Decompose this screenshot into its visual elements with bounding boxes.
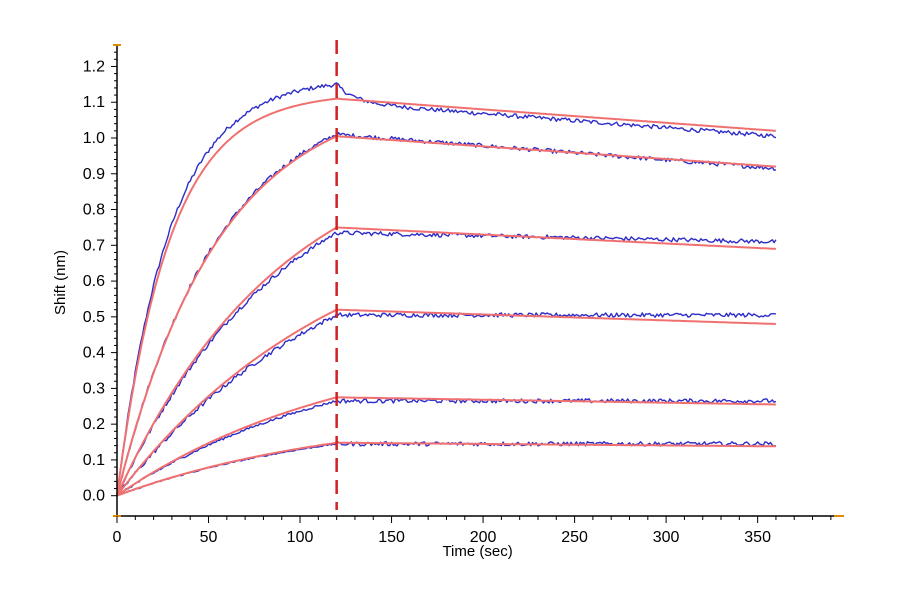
y-tick-label: 0.2 [83, 416, 105, 433]
x-tick-label: 50 [200, 529, 218, 546]
data-curve-10 [116, 441, 777, 497]
data-curve-8 [116, 398, 777, 497]
y-tick-label: 0.0 [83, 488, 105, 505]
y-tick-label: 0.7 [83, 237, 105, 254]
x-tick-label: 250 [561, 529, 588, 546]
y-tick-label: 0.8 [83, 202, 105, 219]
x-tick-label: 100 [287, 529, 314, 546]
x-tick-label: 150 [378, 529, 405, 546]
y-tick-label: 1.2 [83, 58, 105, 75]
fit-curve-11 [116, 441, 776, 497]
x-tick-label: 300 [653, 529, 680, 546]
y-tick-label: 1.0 [83, 130, 105, 147]
y-tick-label: 0.6 [83, 273, 105, 290]
fit-curve-7 [116, 308, 776, 497]
series-group [116, 82, 777, 497]
data-curve-0 [116, 82, 777, 496]
data-curve-6 [116, 312, 776, 497]
fit-curve-3 [116, 135, 776, 496]
y-tick-label: 1.1 [83, 94, 105, 111]
fit-curve-9 [116, 396, 776, 497]
fit-curve-1 [116, 97, 776, 496]
x-tick-label: 350 [744, 529, 771, 546]
x-axis-title: Time (sec) [442, 543, 512, 560]
y-axis-title: Shift (nm) [52, 250, 69, 315]
y-tick-label: 0.3 [83, 380, 105, 397]
x-tick-label: 200 [470, 529, 497, 546]
fit-curve-5 [116, 226, 776, 497]
y-tick-label: 0.4 [83, 345, 105, 362]
x-tick-label: 0 [113, 529, 122, 546]
y-tick-label: 0.9 [83, 166, 105, 183]
tick-labels-group: 0.0 0.1 0.2 0.3 0.4 0.5 0.6 0.7 0.8 0.9 1.0 1.1 1.2 0… [83, 58, 771, 546]
y-tick-label: 0.1 [83, 452, 105, 469]
axes-group [111, 44, 844, 523]
data-curve-4 [116, 230, 777, 496]
y-tick-label: 0.5 [83, 309, 105, 326]
